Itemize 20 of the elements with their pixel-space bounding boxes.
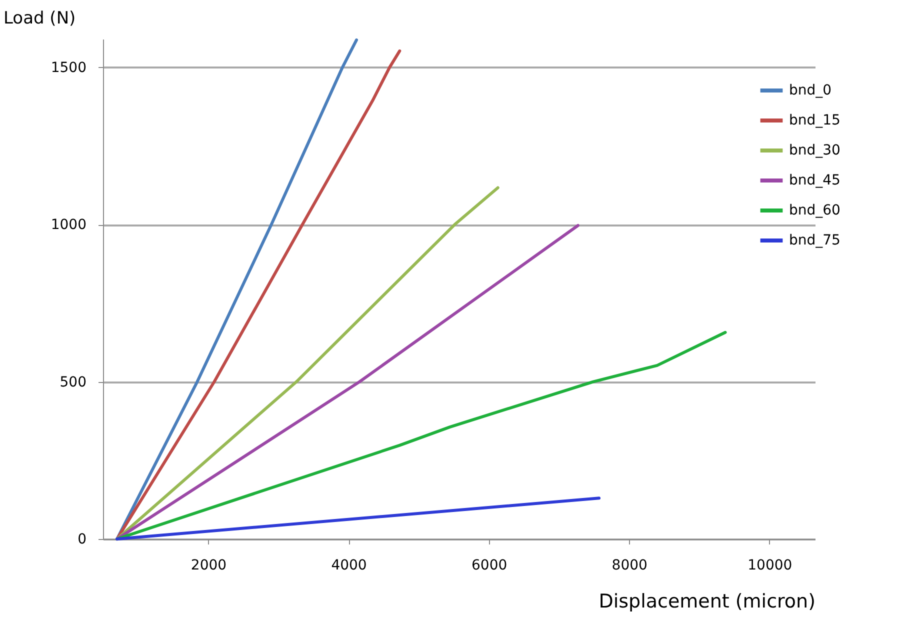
line-series (116, 38, 358, 540)
y-tick-label: 1500 (50, 60, 86, 76)
y-tick-label: 1000 (50, 217, 86, 234)
x-tick-label: 4000 (331, 558, 367, 574)
line-series (116, 330, 727, 540)
x-tick-label: 2000 (190, 558, 227, 574)
legend-label: bnd_45 (789, 172, 840, 188)
legend-label: bnd_15 (789, 112, 840, 128)
x-tick-label: 10000 (748, 558, 792, 574)
line-series (116, 186, 500, 540)
y-tick-label: 0 (78, 532, 86, 548)
legend-label: bnd_75 (789, 232, 840, 248)
x-tick-label: 8000 (612, 558, 648, 574)
legend-label: bnd_30 (789, 142, 840, 158)
x-tick-label: 6000 (471, 558, 508, 574)
legend-label: bnd_60 (789, 202, 840, 218)
x-axis-title: Displacement (micron) (598, 590, 816, 612)
legend-label: bnd_0 (789, 82, 832, 98)
y-axis-title: Load (N) (4, 8, 76, 28)
y-tick-label: 500 (60, 374, 86, 390)
